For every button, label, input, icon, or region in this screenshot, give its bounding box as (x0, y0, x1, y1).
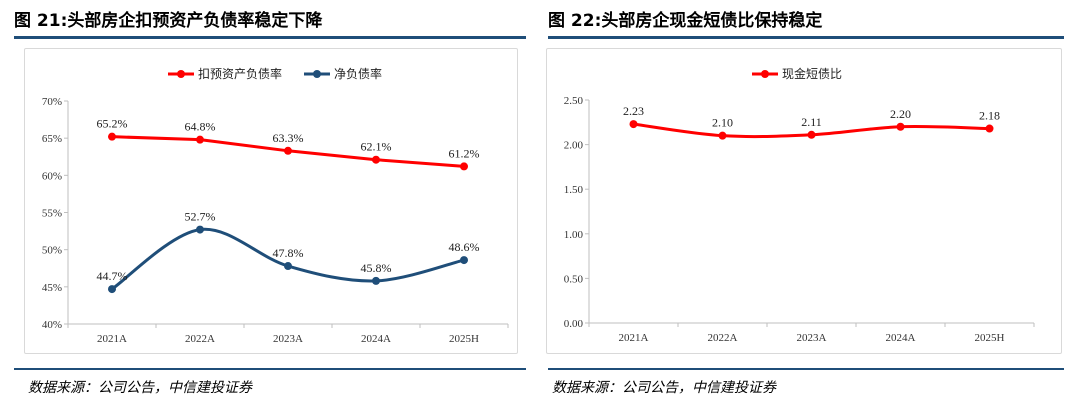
y-tick-label: 65% (42, 133, 62, 145)
chart-panel-left: 图 21:头部房企扣预资产负债率稳定下降 40% 45% 50% 55% 60% 65% 7… (14, 11, 526, 396)
x-tick-label: 2024A (361, 333, 391, 345)
data-point (807, 130, 816, 139)
data-point (985, 124, 994, 133)
chart-title: 图 22:头部房企现金短债比保持稳定 (548, 11, 823, 31)
data-point (372, 155, 380, 164)
data-point (460, 256, 468, 265)
data-label: 61.2% (449, 146, 480, 160)
data-point (372, 276, 380, 285)
y-tick-label: 0.00 (564, 318, 584, 330)
x-tick-label: 2023A (273, 333, 303, 345)
title-divider (548, 36, 1064, 39)
data-point (196, 225, 204, 234)
data-point (284, 146, 292, 155)
y-tick-label: 45% (42, 282, 62, 294)
bottom-divider (14, 368, 526, 370)
data-point (108, 132, 116, 141)
chart-source: 数据来源：公司公告，中信建投证券 (28, 380, 252, 396)
chart-frame (546, 48, 1062, 354)
y-tick-label: 1.00 (564, 229, 584, 241)
data-label: 2.20 (890, 107, 911, 121)
legend-label: 净负债率 (334, 66, 382, 81)
data-point (629, 120, 638, 129)
legend-marker (761, 70, 769, 78)
x-tick-label: 2025H (975, 332, 1005, 344)
title-divider (14, 36, 526, 39)
chart-left-svg: 40% 45% 50% 55% 60% 65% 70% 2021A 2022A 2023A 2024… (42, 66, 509, 345)
data-label: 2.11 (801, 115, 822, 129)
y-tick-label: 55% (42, 208, 62, 220)
chart-panel-right: 图 22:头部房企现金短债比保持稳定 0.00 0.50 1.00 1.50 2.00 2… (540, 0, 1080, 409)
x-tick-label: 2021A (619, 332, 649, 344)
legend-marker (313, 70, 321, 78)
y-tick-label: 70% (42, 96, 62, 108)
data-label: 2.23 (623, 104, 644, 118)
data-label: 52.7% (185, 210, 216, 224)
legend-label: 现金短债比 (782, 66, 842, 81)
x-tick-label: 2024A (886, 332, 916, 344)
data-point (196, 135, 204, 144)
data-label: 65.2% (97, 117, 128, 131)
data-label: 62.1% (361, 140, 392, 154)
data-point (460, 162, 468, 171)
y-tick-label: 2.50 (564, 95, 584, 107)
y-tick-label: 2.00 (564, 140, 584, 152)
data-label: 2.18 (979, 109, 1000, 123)
data-label: 2.10 (712, 116, 733, 130)
bottom-divider (548, 368, 1064, 370)
data-point (284, 262, 292, 271)
data-point (896, 122, 905, 131)
data-label: 63.3% (273, 131, 304, 145)
legend-label: 扣预资产负债率 (198, 66, 282, 81)
x-tick-label: 2022A (185, 333, 215, 345)
data-label: 47.8% (273, 246, 304, 260)
data-point (108, 285, 116, 294)
data-label: 64.8% (185, 120, 216, 134)
y-tick-label: 40% (42, 319, 62, 331)
data-point (718, 131, 727, 140)
chart-source: 数据来源：公司公告，中信建投证券 (552, 380, 776, 396)
y-tick-label: 0.50 (564, 273, 584, 285)
data-label: 48.6% (449, 240, 480, 254)
data-label: 45.8% (361, 261, 392, 275)
y-tick-label: 50% (42, 245, 62, 257)
x-tick-label: 2021A (97, 333, 127, 345)
y-tick-label: 60% (42, 170, 62, 182)
y-tick-label: 1.50 (564, 184, 584, 196)
chart-frame (24, 48, 518, 354)
data-label: 44.7% (97, 269, 128, 283)
x-tick-label: 2023A (797, 332, 827, 344)
legend-marker (177, 70, 185, 78)
x-tick-label: 2022A (708, 332, 738, 344)
x-tick-label: 2025H (449, 333, 479, 345)
chart-title: 图 21:头部房企扣预资产负债率稳定下降 (14, 11, 323, 31)
chart-right-svg: 0.00 0.50 1.00 1.50 2.00 2.50 2021A 2022A 2023A 2… (564, 66, 1035, 344)
